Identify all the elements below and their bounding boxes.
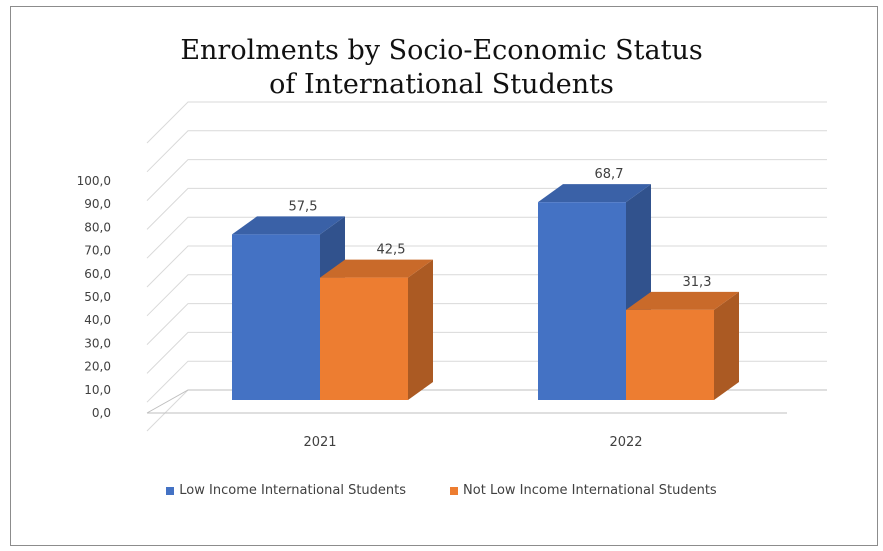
legend-item-low-income: Low Income International Students xyxy=(166,483,406,498)
y-tick-label: 70,0 xyxy=(84,244,111,258)
bar-side-face xyxy=(714,291,739,400)
x-axis-category-label: 2021 xyxy=(303,435,336,450)
y-tick-label: 30,0 xyxy=(84,336,111,350)
legend-label-low-income: Low Income International Students xyxy=(179,483,407,498)
chart-legend: Low Income International Students Not Lo… xyxy=(0,483,883,498)
bar-front-face xyxy=(538,202,626,400)
y-tick-label: 20,0 xyxy=(84,360,111,374)
data-label: 31,3 xyxy=(683,275,712,290)
chart-frame xyxy=(10,6,878,546)
bar-top-face xyxy=(320,259,433,278)
bar-not-low-income-2022 xyxy=(626,291,739,400)
y-tick-label: 40,0 xyxy=(84,313,111,327)
data-label: 57,5 xyxy=(289,199,318,214)
bar-front-face xyxy=(626,309,714,400)
y-axis-ticks: 0,0 10,0 20,0 30,0 40,0 50,0 60,0 70,0 80,0 90,0 1… xyxy=(77,174,111,420)
bar-top-face xyxy=(538,184,651,203)
chart-title-line-2: of International Students xyxy=(269,69,614,100)
bar-side-face xyxy=(408,259,433,400)
y-tick-label: 60,0 xyxy=(84,267,111,281)
chart-title: Enrolments by Socio-Economic Status of I… xyxy=(0,34,883,102)
data-label: 68,7 xyxy=(595,167,624,182)
y-tick-label: 0,0 xyxy=(92,406,111,420)
gridline xyxy=(146,159,827,201)
legend-swatch-not-low-income xyxy=(450,486,459,495)
bar-top-face xyxy=(626,291,739,310)
bar-not-low-income-2021 xyxy=(320,259,433,400)
y-tick-label: 10,0 xyxy=(84,383,111,397)
y-tick-label: 50,0 xyxy=(84,290,111,304)
data-label: 42,5 xyxy=(377,243,406,258)
gridline xyxy=(146,130,827,173)
bar-front-face xyxy=(320,277,408,400)
bar-front-face xyxy=(232,234,320,400)
legend-swatch-low-income xyxy=(166,486,175,495)
x-axis-category-label: 2022 xyxy=(609,435,642,450)
y-tick-label: 100,0 xyxy=(77,174,111,188)
y-tick-label: 80,0 xyxy=(84,220,111,234)
chart-title-line-1: Enrolments by Socio-Economic Status xyxy=(180,35,703,66)
legend-label-not-low-income: Not Low Income International Students xyxy=(463,483,717,498)
bar-top-face xyxy=(232,216,345,235)
y-tick-label: 90,0 xyxy=(84,197,111,211)
gridline xyxy=(146,101,827,144)
legend-item-not-low-income: Not Low Income International Students xyxy=(450,483,717,498)
bars xyxy=(232,184,739,400)
